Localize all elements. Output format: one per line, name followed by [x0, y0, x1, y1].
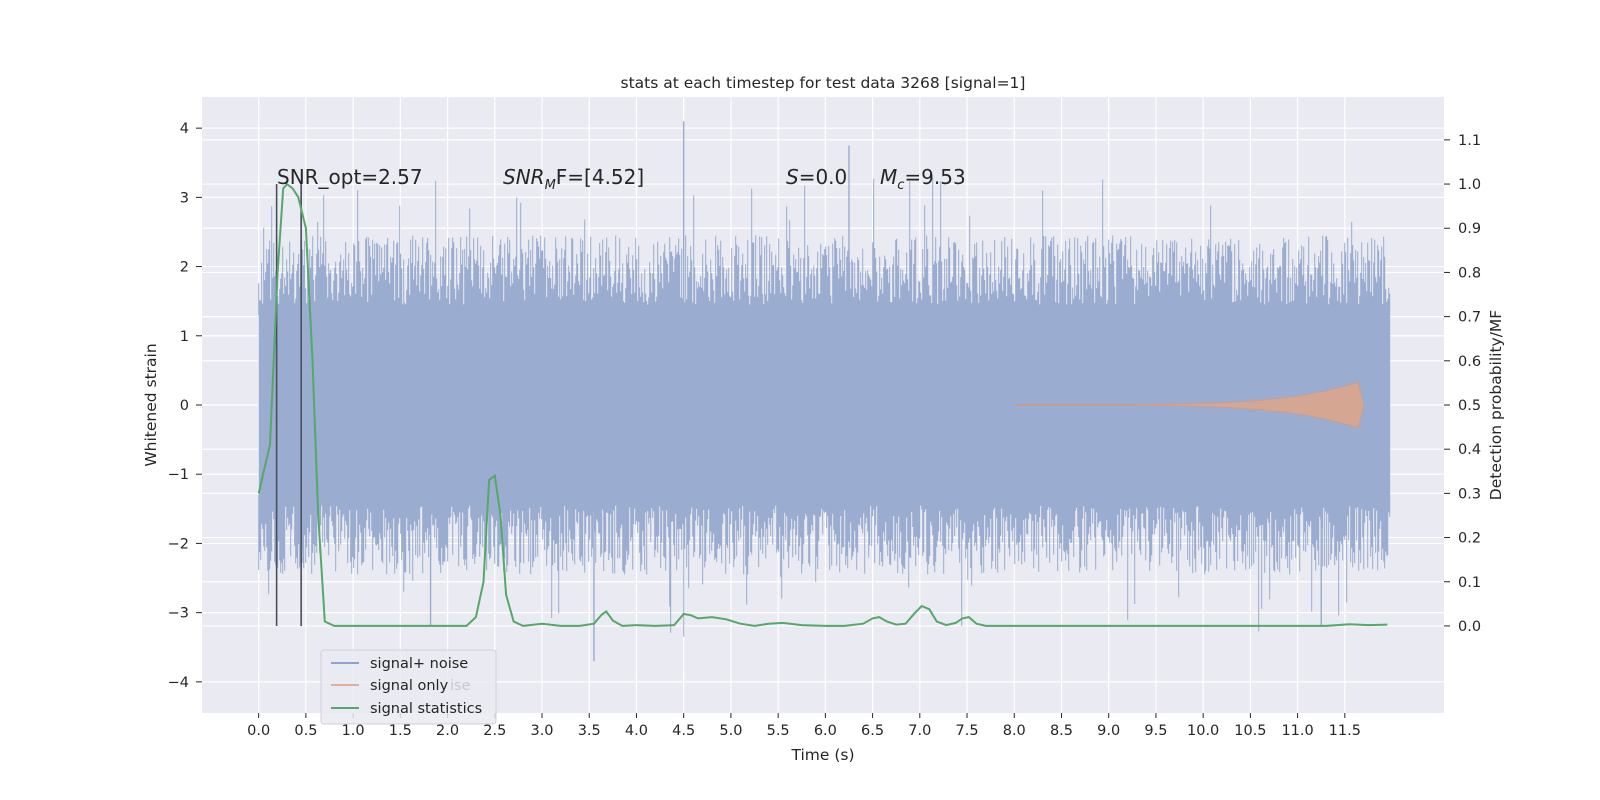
snr-mf-value: F=[4.52] [556, 165, 644, 189]
x-axis-ticks: 0.0 0.5 1.0 1.5 2.0 2.5 3.0 3.5 4.0 4.5 5.0 5.5 6.0 6… [247, 713, 1361, 739]
left-y-tick-label-2: 2 [180, 260, 189, 276]
x-tick-label-21: 10.5 [1234, 723, 1266, 739]
right-y-tick-label-3: 0.8 [1458, 265, 1481, 281]
left-y-tick-label-1: 3 [180, 190, 189, 206]
right-y-tick-label-1: 1.0 [1458, 177, 1481, 193]
x-tick-label-1: 0.5 [294, 723, 317, 739]
left-y-axis-label: Whitened strain [142, 343, 160, 466]
x-tick-label-14: 7.0 [908, 723, 931, 739]
mc-value: =9.53 [904, 165, 965, 189]
left-y-tick-label-7: −3 [168, 606, 189, 622]
right-y-tick-label-2: 0.9 [1458, 221, 1481, 237]
right-y-tick-label-10: 0.1 [1458, 575, 1481, 591]
right-y-tick-label-4: 0.7 [1458, 310, 1481, 326]
legend: ise signal+ noise signal only signal sta… [320, 649, 497, 725]
x-tick-label-18: 9.0 [1097, 723, 1120, 739]
x-tick-label-13: 6.5 [861, 723, 884, 739]
left-y-tick-label-0: 4 [180, 121, 189, 137]
left-y-tick-label-6: −2 [168, 536, 189, 552]
left-y-tick-label-5: −1 [168, 467, 189, 483]
x-tick-label-2: 1.0 [342, 723, 365, 739]
legend-label-signal-noise: signal+ noise [370, 656, 468, 672]
right-y-tick-label-7: 0.4 [1458, 442, 1481, 458]
x-tick-label-16: 8.0 [1003, 723, 1026, 739]
x-tick-label-10: 5.0 [719, 723, 742, 739]
x-tick-label-0: 0.0 [247, 723, 270, 739]
legend-label-signal-only: signal only [370, 678, 449, 694]
x-tick-label-22: 11.0 [1281, 723, 1313, 739]
legend-label-signal-statistics: signal statistics [370, 701, 482, 717]
noise-extreme-spikes [429, 121, 1322, 662]
noise-upper-spikes [258, 177, 1391, 315]
s-value: =0.0 [799, 165, 848, 189]
x-tick-label-6: 3.0 [530, 723, 553, 739]
legend-box [320, 649, 497, 725]
signal-statistics-line [257, 182, 1388, 627]
left-y-tick-label-3: 1 [180, 329, 189, 345]
mc-symbol: M [880, 165, 897, 189]
chart-title: stats at each timestep for test data 326… [621, 74, 1026, 92]
right-y-axis-label: Detection probability/MF [1487, 310, 1505, 501]
right-y-tick-label-6: 0.5 [1458, 398, 1481, 414]
mc-subscript: c [897, 178, 904, 193]
snr-mf-symbol: SNR [503, 165, 545, 189]
right-y-tick-label-0: 1.1 [1458, 133, 1481, 149]
x-tick-label-8: 4.0 [625, 723, 648, 739]
right-y-tick-label-11: 0.0 [1458, 619, 1481, 635]
x-tick-label-5: 2.5 [483, 723, 506, 739]
x-tick-label-9: 4.5 [672, 723, 695, 739]
x-tick-label-3: 1.5 [389, 723, 412, 739]
vertical-markers [275, 184, 302, 626]
x-tick-label-19: 9.5 [1144, 723, 1167, 739]
x-tick-label-4: 2.0 [436, 723, 459, 739]
noise-lower-spikes [258, 495, 1391, 637]
annotation-snr-opt: SNR_opt=2.57 [277, 165, 423, 189]
signal-only-series [1013, 381, 1365, 429]
annotation-s: S=0.0 [786, 165, 847, 189]
right-y-axis-ticks: 1.1 1.0 0.9 0.8 0.7 0.6 0.5 0.4 0.3 0.2 0.1 0.0 [1444, 133, 1481, 635]
x-tick-label-12: 6.0 [814, 723, 837, 739]
legend-ghost-text: ise [450, 678, 471, 694]
x-axis-label: Time (s) [790, 746, 854, 764]
x-tick-label-20: 10.0 [1187, 723, 1219, 739]
right-y-tick-label-5: 0.6 [1458, 354, 1481, 370]
s-symbol: S [786, 165, 799, 189]
x-tick-label-15: 7.5 [956, 723, 979, 739]
x-tick-label-7: 3.5 [578, 723, 601, 739]
annotation-snr-mf: SNRMF=[4.52] [503, 165, 644, 193]
x-tick-label-11: 5.5 [767, 723, 790, 739]
right-y-tick-label-8: 0.3 [1458, 486, 1481, 502]
x-tick-label-23: 11.5 [1329, 723, 1361, 739]
x-tick-label-17: 8.5 [1050, 723, 1073, 739]
left-y-tick-label-8: −4 [168, 675, 189, 691]
right-y-tick-label-9: 0.2 [1458, 531, 1481, 547]
left-y-axis-ticks: 4 3 2 1 0 −1 −2 −3 −4 [168, 121, 202, 691]
snr-mf-subscript: M [545, 178, 556, 193]
annotation-mc: Mc=9.53 [880, 165, 966, 193]
left-y-tick-label-4: 0 [180, 398, 189, 414]
